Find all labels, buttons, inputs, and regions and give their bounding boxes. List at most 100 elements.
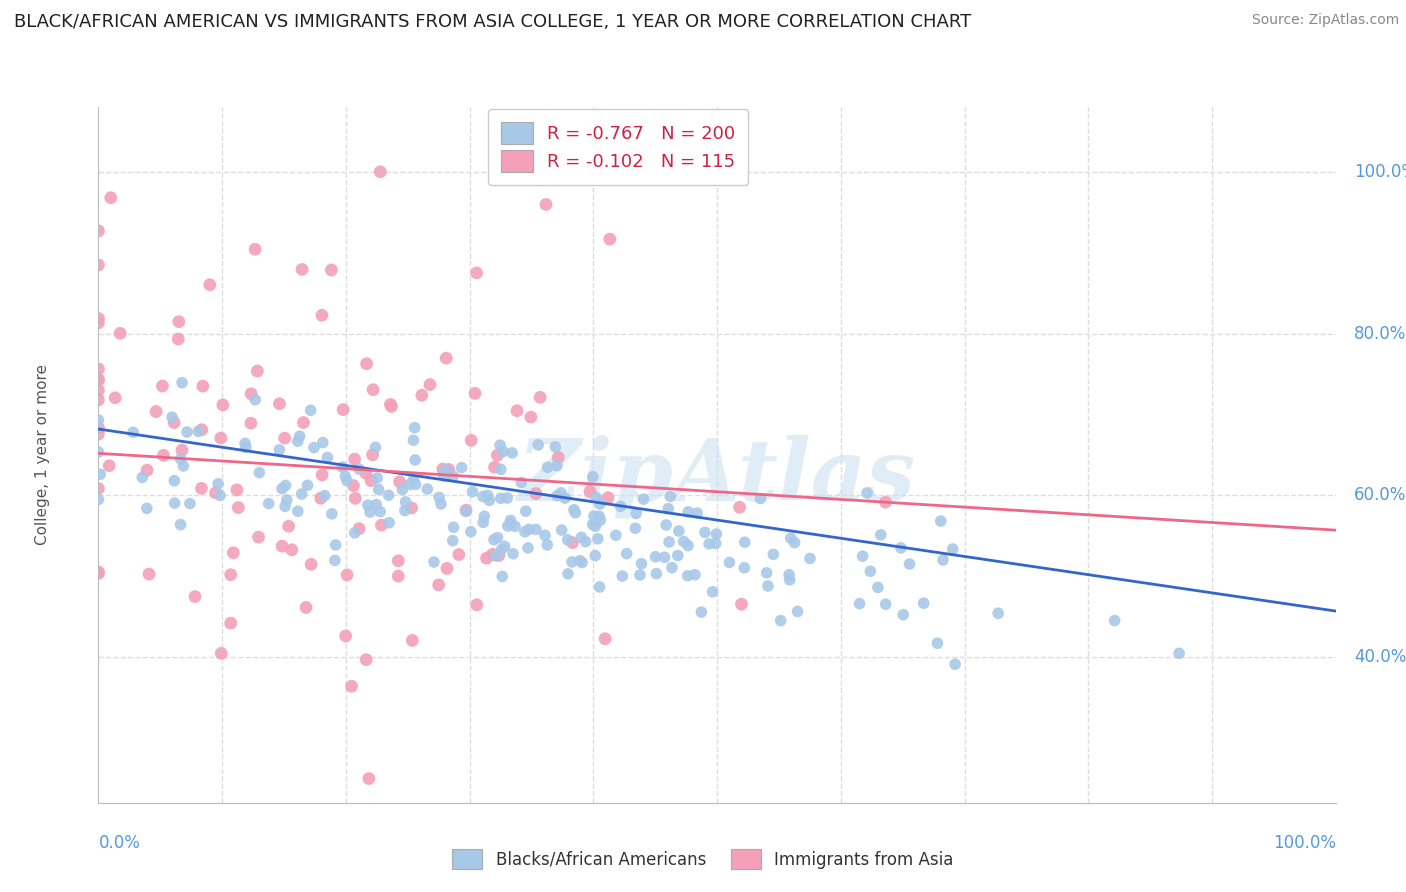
Point [297, 478, 319, 492]
Point [779, 531, 801, 545]
Point [605, 528, 627, 542]
Point [499, 513, 522, 527]
Point [762, 548, 785, 562]
Point [554, 491, 576, 505]
Point [302, 441, 325, 455]
Point [534, 197, 557, 211]
Point [704, 536, 727, 550]
Point [399, 477, 422, 491]
Point [661, 560, 683, 574]
Point [633, 492, 655, 507]
Point [245, 392, 267, 407]
Point [243, 242, 266, 256]
Point [624, 521, 647, 535]
Point [138, 567, 160, 582]
Point [588, 580, 610, 594]
Point [225, 483, 247, 497]
Point [749, 491, 772, 506]
Point [676, 539, 699, 553]
Point [274, 478, 297, 492]
Point [344, 491, 367, 506]
Point [515, 504, 537, 518]
Point [683, 567, 706, 582]
Point [551, 523, 574, 537]
Point [169, 517, 191, 532]
Point [87, 258, 110, 272]
Point [612, 569, 634, 583]
Point [718, 556, 741, 570]
Point [730, 597, 752, 611]
Point [357, 772, 380, 786]
Point [733, 560, 755, 574]
Point [87, 392, 110, 407]
Point [172, 458, 194, 473]
Point [485, 549, 508, 563]
Point [583, 519, 606, 533]
Point [269, 442, 291, 457]
Point [276, 493, 298, 508]
Point [557, 566, 579, 581]
Point [588, 509, 610, 524]
Point [432, 462, 454, 476]
Point [342, 478, 364, 492]
Point [360, 474, 382, 488]
Point [309, 491, 332, 506]
Point [176, 425, 198, 439]
Point [433, 469, 456, 483]
Point [402, 473, 425, 487]
Text: 100.0%: 100.0% [1354, 162, 1406, 181]
Point [943, 657, 966, 672]
Point [678, 505, 700, 519]
Point [655, 518, 678, 533]
Point [359, 505, 381, 519]
Point [394, 495, 416, 509]
Point [586, 532, 609, 546]
Point [582, 508, 605, 523]
Point [163, 416, 186, 430]
Point [666, 549, 689, 563]
Point [912, 596, 935, 610]
Point [380, 397, 402, 411]
Point [575, 534, 598, 549]
Point [257, 497, 280, 511]
Point [478, 493, 501, 508]
Point [354, 653, 377, 667]
Point [87, 311, 110, 326]
Point [219, 567, 242, 582]
Point [240, 386, 263, 401]
Point [557, 533, 579, 547]
Point [852, 549, 875, 564]
Point [582, 517, 605, 532]
Point [520, 410, 543, 425]
Point [222, 546, 245, 560]
Point [616, 547, 638, 561]
Point [503, 519, 526, 533]
Text: 80.0%: 80.0% [1354, 325, 1406, 343]
Point [170, 443, 193, 458]
Point [579, 484, 602, 499]
Point [404, 420, 426, 434]
Point [464, 386, 486, 401]
Point [378, 516, 401, 530]
Point [288, 429, 311, 443]
Point [287, 504, 309, 518]
Point [299, 558, 322, 572]
Point [87, 565, 110, 579]
Point [593, 632, 616, 646]
Point [728, 500, 751, 515]
Point [402, 434, 425, 448]
Point [233, 436, 256, 450]
Point [239, 416, 262, 430]
Point [654, 550, 676, 565]
Point [169, 452, 191, 467]
Point [513, 524, 536, 539]
Text: 0.0%: 0.0% [98, 834, 141, 852]
Point [209, 646, 232, 660]
Point [370, 518, 392, 533]
Point [890, 541, 912, 555]
Point [314, 489, 336, 503]
Point [391, 483, 413, 497]
Point [690, 605, 713, 619]
Point [489, 438, 512, 452]
Point [529, 390, 551, 404]
